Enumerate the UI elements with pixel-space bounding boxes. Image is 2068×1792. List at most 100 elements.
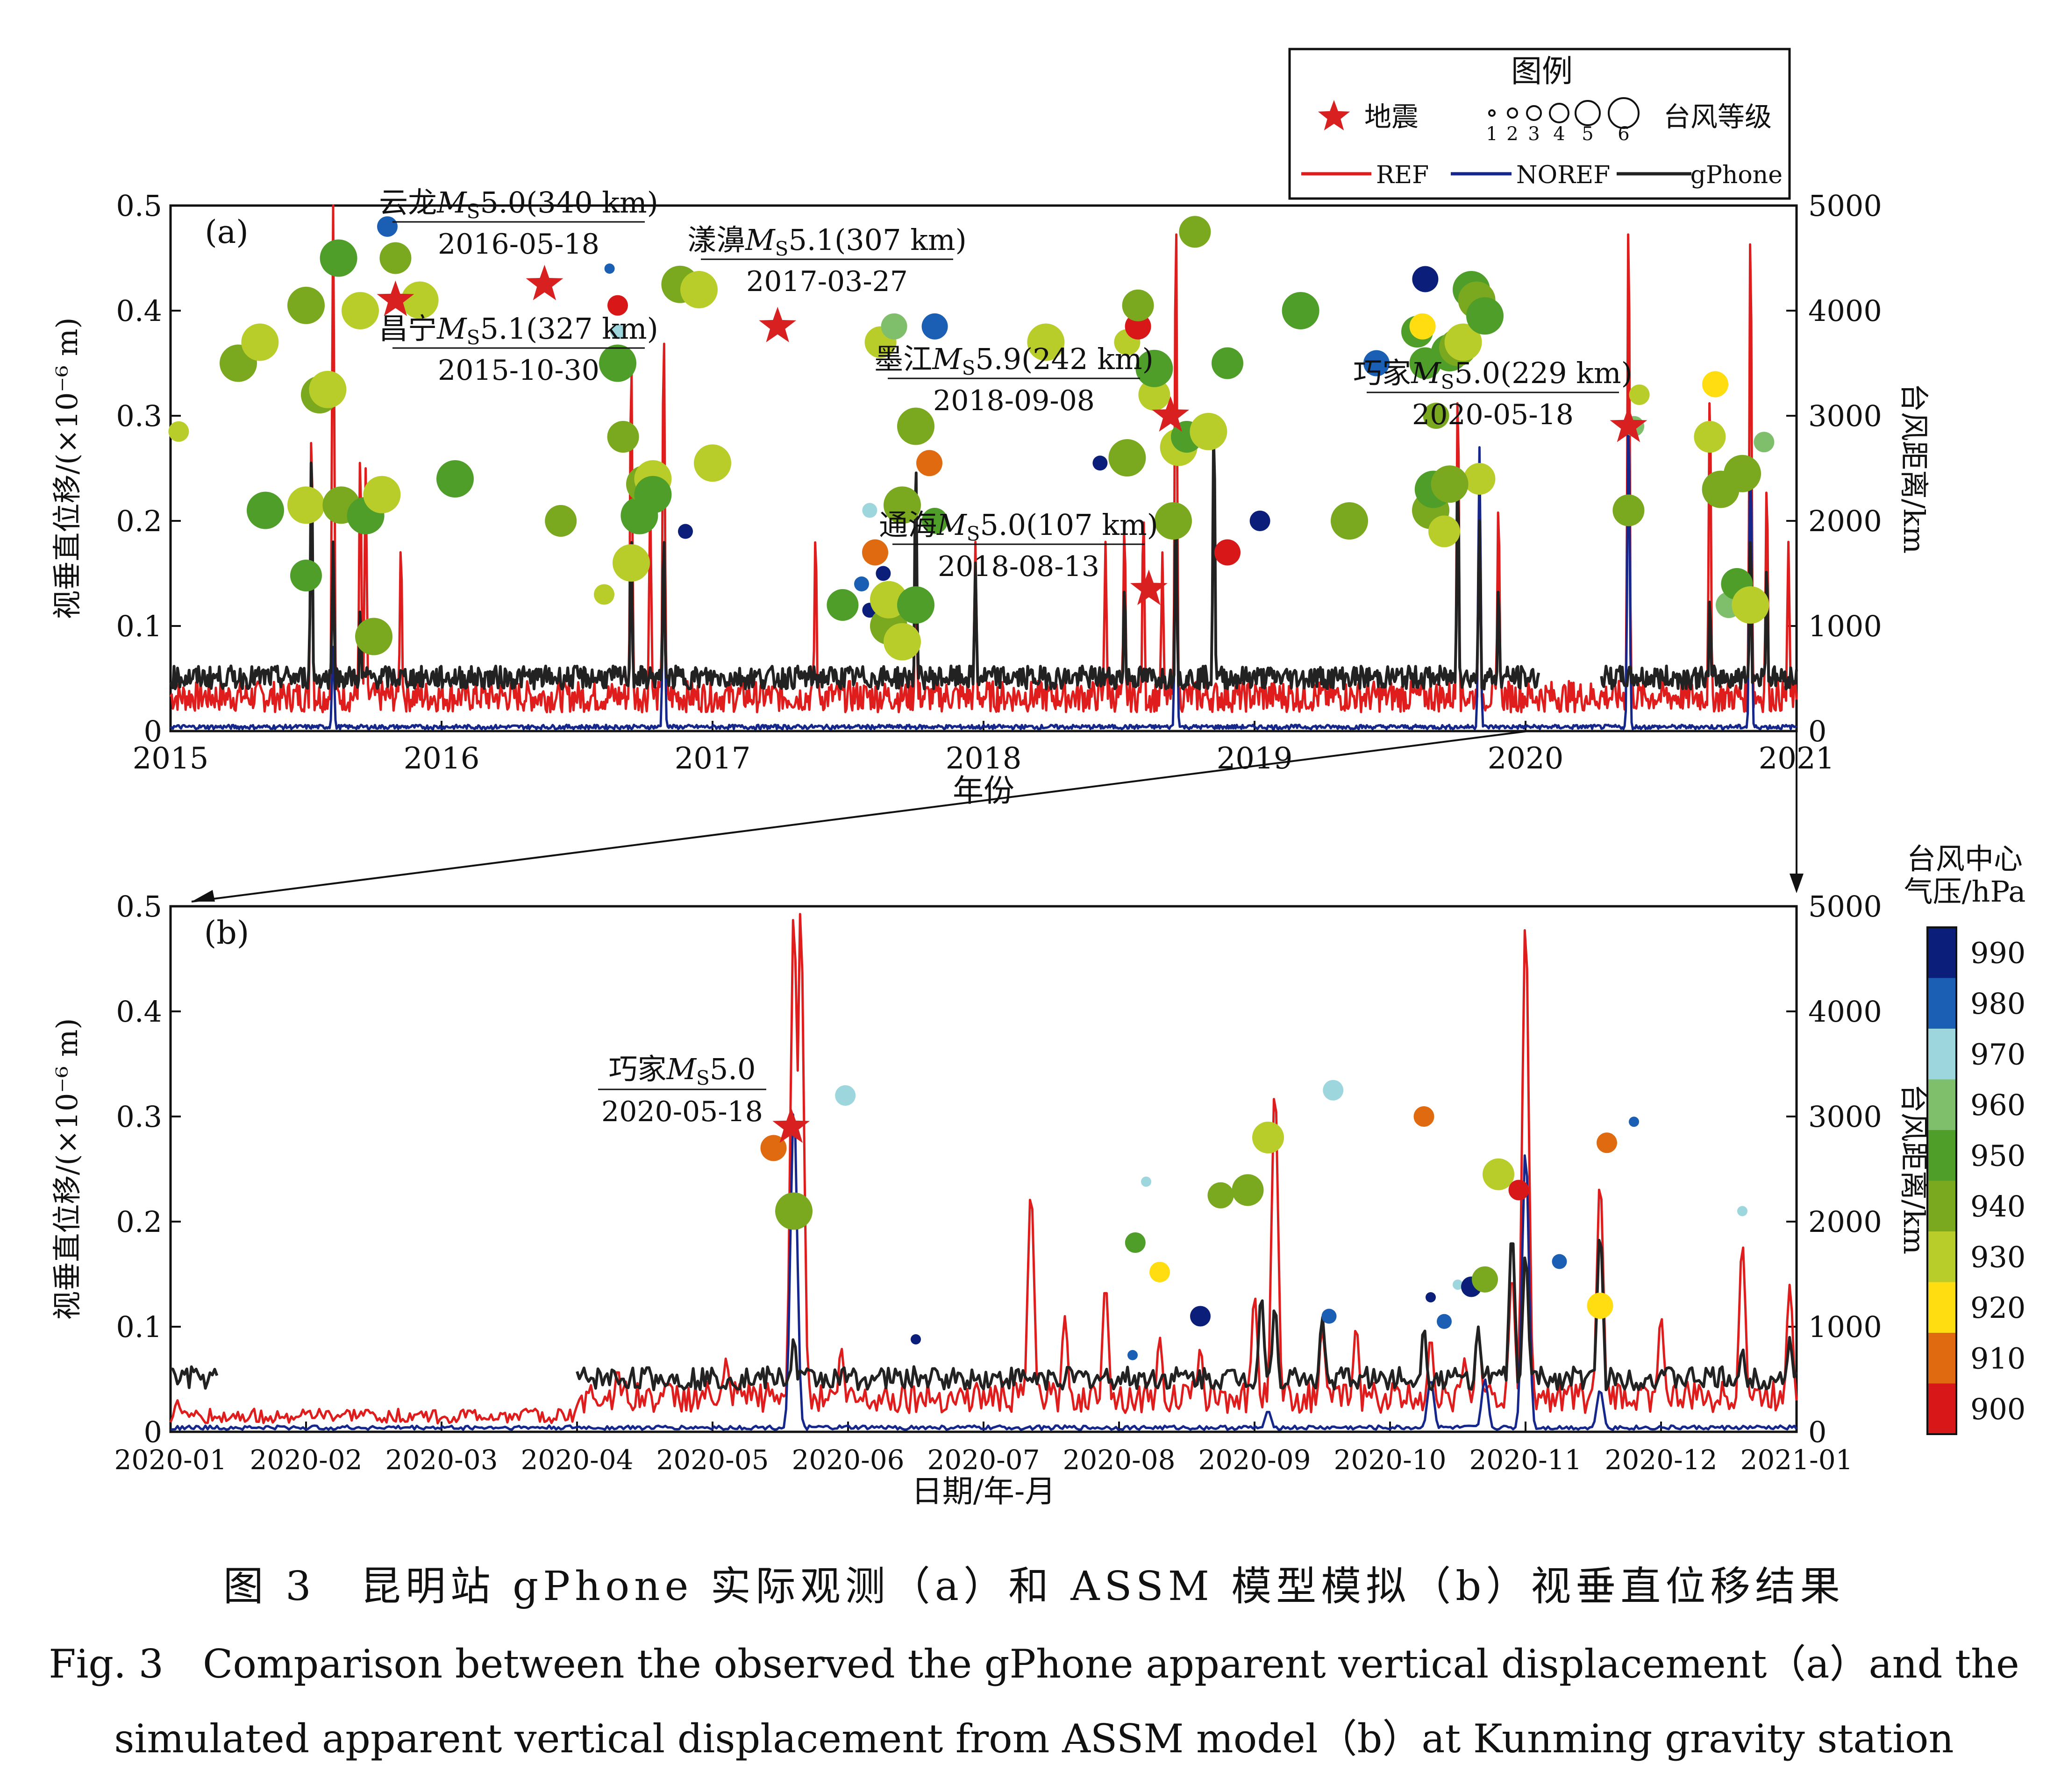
- colorbar-level-label: 930: [1970, 1240, 2025, 1274]
- x-tick-label: 2020-01: [114, 1444, 227, 1476]
- typhoon-marker: [884, 486, 921, 524]
- typhoon-marker: [1108, 439, 1146, 476]
- typhoon-marker: [1179, 216, 1211, 248]
- x-tick-label: 2016: [404, 741, 480, 776]
- typhoon-marker: [1732, 586, 1769, 624]
- colorbar-level-label: 990: [1970, 936, 2025, 970]
- typhoon-marker: [599, 344, 636, 382]
- earthquake-star: [772, 1107, 810, 1143]
- typhoon-marker: [379, 242, 412, 274]
- typhoon-marker: [287, 486, 325, 524]
- y-tick-label: 0.2: [116, 1205, 162, 1239]
- earthquake-date: 2016-05-18: [438, 228, 599, 261]
- y-tick-label: 0.3: [116, 399, 162, 433]
- typhoon-marker: [610, 324, 625, 339]
- y-tick-label: 0.2: [116, 504, 162, 538]
- typhoon-marker: [862, 539, 888, 566]
- y2-tick-label: 5000: [1808, 889, 1882, 924]
- earthquake-label: 巧家MS5.0: [609, 1052, 756, 1089]
- y-tick-label: 0.5: [116, 889, 162, 924]
- colorbar-swatch: [1927, 978, 1956, 1029]
- series-gphone-line: [170, 1238, 1798, 1391]
- typhoon-marker: [355, 618, 392, 655]
- typhoon-marker: [613, 544, 650, 582]
- legend-grade-circle: [1608, 97, 1640, 129]
- typhoon-marker: [897, 407, 934, 445]
- earthquake-label: 巧家MS5.0(229 km): [1353, 356, 1633, 393]
- earthquake-star: [377, 280, 414, 316]
- y-tick-label: 0: [144, 714, 162, 748]
- typhoon-marker: [1483, 1158, 1514, 1190]
- x-tick-label: 2019: [1217, 741, 1293, 776]
- legend-grade-circle: [1549, 103, 1569, 123]
- x-tick-label: 2018: [946, 741, 1022, 776]
- earthquake-date: 2018-09-08: [933, 384, 1095, 417]
- legend-noref-label: NOREF: [1516, 161, 1610, 189]
- typhoon-marker: [1155, 502, 1192, 540]
- colorbar-swatch: [1927, 1333, 1956, 1384]
- earthquake-label: 墨江MS5.9(242 km): [874, 342, 1154, 379]
- typhoon-marker: [1252, 1122, 1284, 1153]
- typhoon-marker: [854, 576, 869, 591]
- typhoon-marker: [1466, 297, 1504, 335]
- colorbar-swatch: [1927, 1079, 1956, 1131]
- y2-tick-label: 2000: [1808, 504, 1882, 538]
- colorbar-swatch: [1927, 1180, 1956, 1232]
- x-axis-label: 日期/年-月: [912, 1473, 1056, 1509]
- legend-earthquake-star: [1318, 100, 1350, 131]
- typhoon-marker: [1437, 1314, 1452, 1329]
- x-tick-label: 2017: [675, 741, 751, 776]
- y2-tick-label: 5000: [1808, 189, 1882, 223]
- y2-tick-label: 1000: [1808, 609, 1882, 643]
- typhoon-marker: [884, 623, 921, 661]
- legend-grade-label: 3: [1528, 123, 1540, 145]
- x-tick-label: 2020-07: [927, 1444, 1040, 1476]
- typhoon-marker: [342, 292, 379, 329]
- typhoon-marker: [1122, 289, 1154, 321]
- typhoon-marker: [363, 476, 401, 513]
- typhoon-marker: [1212, 347, 1243, 379]
- typhoon-marker: [290, 560, 322, 591]
- typhoon-marker: [1472, 1266, 1498, 1293]
- typhoon-marker: [1249, 511, 1270, 531]
- y2-tick-label: 0: [1808, 714, 1826, 748]
- y-axis-label: 视垂直位移/(×10⁻⁶ m): [50, 317, 84, 619]
- typhoon-marker: [1463, 463, 1496, 495]
- colorbar-swatch: [1927, 1383, 1956, 1435]
- typhoon-marker: [1587, 1293, 1613, 1319]
- typhoon-marker: [607, 421, 639, 453]
- series-ref-line: [169, 913, 1798, 1425]
- typhoon-marker: [604, 263, 615, 274]
- y2-tick-label: 3000: [1808, 1100, 1882, 1134]
- typhoon-marker: [1431, 465, 1469, 503]
- typhoon-marker: [1629, 1116, 1639, 1127]
- x-tick-label: 2020-09: [1198, 1444, 1311, 1476]
- typhoon-marker: [1214, 539, 1241, 566]
- y2-tick-label: 1000: [1808, 1310, 1882, 1344]
- legend-title: 图例: [1511, 53, 1573, 89]
- typhoon-marker: [1190, 412, 1227, 450]
- series-gphone-line: [169, 432, 1798, 690]
- typhoon-marker: [1125, 313, 1151, 340]
- connector-right-arrow: [1790, 874, 1804, 893]
- typhoon-marker: [921, 313, 948, 340]
- earthquake-date: 2020-05-18: [601, 1095, 763, 1128]
- connector-left: [191, 730, 1528, 903]
- typhoon-marker: [1125, 1232, 1146, 1253]
- typhoon-marker: [694, 444, 731, 482]
- x-tick-label: 2020-04: [521, 1444, 633, 1476]
- typhoon-marker: [1149, 1262, 1170, 1282]
- plot-frame: [169, 905, 1798, 1433]
- y-axis-label: 视垂直位移/(×10⁻⁶ m): [50, 1018, 84, 1320]
- panel-label: (a): [205, 214, 249, 251]
- earthquake-date: 2020-05-18: [1412, 398, 1574, 431]
- typhoon-marker: [881, 313, 907, 340]
- x-tick-label: 2020-05: [656, 1444, 769, 1476]
- typhoon-marker: [827, 589, 859, 621]
- y2-tick-label: 2000: [1808, 1205, 1882, 1239]
- typhoon-marker: [168, 421, 189, 442]
- typhoon-marker: [401, 281, 439, 319]
- x-tick-label: 2015: [133, 741, 209, 776]
- x-tick-label: 2021-01: [1740, 1444, 1853, 1476]
